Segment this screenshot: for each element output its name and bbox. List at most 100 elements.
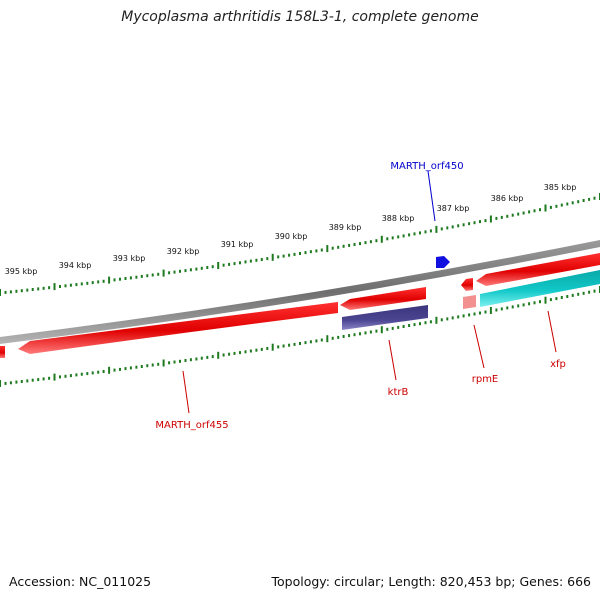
- outer-minor-tick: [124, 277, 127, 280]
- inner-minor-tick: [397, 325, 400, 329]
- outer-minor-tick: [337, 245, 340, 249]
- inner-major-tick: [380, 326, 383, 334]
- tick-label-392: 392 kbp: [167, 247, 200, 256]
- inner-minor-tick: [140, 365, 143, 368]
- outer-minor-tick: [244, 260, 247, 264]
- inner-minor-tick: [457, 315, 460, 319]
- inner-minor-tick: [135, 365, 138, 369]
- outer-minor-tick: [31, 288, 34, 291]
- inner-minor-tick: [566, 295, 569, 298]
- leader-marth-orf455: [182, 370, 190, 414]
- tick-label-391: 391 kbp: [221, 240, 254, 249]
- outer-minor-tick: [48, 286, 51, 290]
- inner-minor-tick: [539, 300, 541, 304]
- label-marth-orf455[interactable]: MARTH_orf455: [155, 420, 228, 431]
- inner-major-tick: [108, 366, 111, 374]
- inner-minor-tick: [222, 353, 225, 357]
- inner-minor-tick: [419, 322, 421, 326]
- label-xfp[interactable]: xfp: [550, 359, 566, 370]
- tick-label-395: 395 kbp: [5, 267, 38, 276]
- gene-right-upper[interactable]: [476, 253, 600, 286]
- outer-minor-tick: [140, 274, 143, 278]
- inner-minor-tick: [440, 318, 443, 322]
- outer-minor-tick: [200, 266, 203, 270]
- outer-minor-tick: [288, 253, 291, 257]
- gene-xfp[interactable]: [480, 270, 600, 307]
- outer-minor-tick: [168, 271, 171, 275]
- inner-minor-tick: [129, 366, 132, 370]
- inner-major-tick: [53, 373, 56, 381]
- outer-minor-tick: [239, 261, 241, 265]
- inner-minor-tick: [408, 324, 411, 327]
- outer-minor-tick: [249, 259, 252, 263]
- inner-minor-tick: [200, 356, 203, 360]
- label-ktrB[interactable]: ktrB: [388, 387, 409, 398]
- gene-rpmE[interactable]: [463, 295, 476, 309]
- outer-major-tick: [53, 283, 56, 291]
- inner-minor-tick: [342, 335, 345, 338]
- outer-major-tick: [435, 225, 438, 233]
- inner-minor-tick: [353, 333, 356, 337]
- inner-minor-tick: [588, 290, 591, 294]
- inner-major-tick: [326, 335, 329, 343]
- inner-minor-tick: [359, 332, 361, 336]
- inner-minor-tick: [20, 380, 23, 383]
- outer-minor-tick: [20, 289, 23, 293]
- inner-minor-tick: [506, 306, 509, 310]
- gene-ktrB[interactable]: [342, 305, 428, 330]
- inner-minor-tick: [429, 320, 432, 324]
- outer-minor-tick: [282, 254, 285, 258]
- accession-text: Accession: NC_011025: [9, 574, 152, 589]
- inner-minor-tick: [593, 289, 596, 293]
- gene-left-edge[interactable]: [0, 346, 5, 358]
- outer-minor-tick: [555, 204, 558, 208]
- tick-label-387: 387 kbp: [437, 204, 470, 213]
- inner-minor-tick: [304, 341, 307, 345]
- outer-minor-tick: [528, 210, 531, 214]
- tick-label-386: 386 kbp: [491, 194, 524, 203]
- inner-minor-tick: [80, 372, 83, 376]
- outer-minor-tick: [451, 225, 454, 229]
- outer-minor-tick: [222, 263, 225, 267]
- inner-scale-ticks: [0, 286, 600, 387]
- inner-minor-tick: [309, 340, 312, 344]
- outer-major-tick: [0, 289, 1, 296]
- outer-major-tick: [108, 276, 111, 284]
- inner-minor-tick: [424, 321, 427, 325]
- outer-minor-tick: [260, 258, 263, 261]
- outer-minor-tick: [348, 243, 351, 247]
- gene-rpmE-upper[interactable]: [461, 278, 473, 291]
- outer-minor-tick: [129, 276, 132, 280]
- outer-minor-tick: [59, 285, 61, 288]
- inner-minor-tick: [577, 292, 580, 296]
- inner-minor-tick: [369, 330, 372, 334]
- label-rpmE[interactable]: rpmE: [472, 374, 499, 385]
- label-marth-orf450[interactable]: MARTH_orf450: [390, 161, 463, 172]
- inner-minor-tick: [173, 360, 176, 364]
- outer-minor-tick: [577, 200, 580, 204]
- outer-minor-tick: [429, 229, 432, 233]
- inner-minor-tick: [337, 335, 340, 339]
- outer-major-tick: [544, 204, 547, 212]
- inner-minor-tick: [119, 367, 121, 371]
- inner-minor-tick: [571, 293, 574, 297]
- gene-middle[interactable]: [340, 287, 426, 310]
- outer-minor-tick: [419, 231, 421, 235]
- leader-xfp: [547, 310, 557, 353]
- outer-minor-tick: [42, 286, 45, 290]
- outer-minor-tick: [97, 280, 100, 284]
- inner-minor-tick: [468, 313, 471, 317]
- outer-minor-tick: [342, 244, 345, 248]
- inner-minor-tick: [151, 363, 154, 367]
- gene-marth-orf450-marker[interactable]: [436, 256, 450, 268]
- inner-minor-tick: [189, 358, 192, 362]
- inner-minor-tick: [446, 317, 449, 321]
- inner-minor-tick: [364, 331, 367, 335]
- outer-minor-tick: [119, 277, 121, 281]
- genome-summary-text: Topology: circular; Length: 820,453 bp; …: [271, 574, 592, 589]
- inner-minor-tick: [473, 312, 476, 316]
- gene-marth-orf455[interactable]: [18, 302, 338, 354]
- outer-minor-tick: [408, 233, 411, 237]
- inner-minor-tick: [244, 350, 247, 354]
- inner-minor-tick: [146, 364, 149, 368]
